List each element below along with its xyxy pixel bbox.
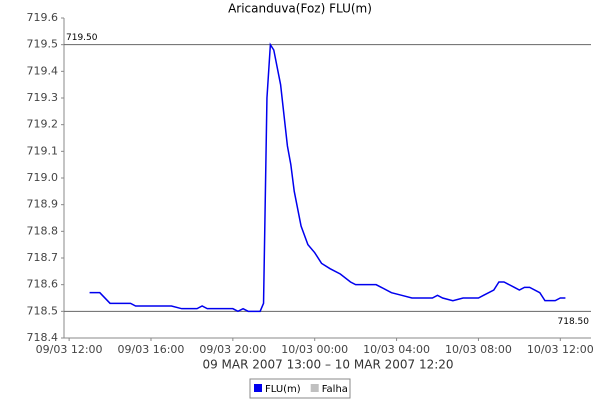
y-tick-label: 719.4 bbox=[27, 64, 59, 77]
x-axis-label: 09 MAR 2007 13:00 – 10 MAR 2007 12:20 bbox=[202, 358, 453, 372]
legend-box bbox=[249, 378, 351, 399]
y-tick-label: 718.7 bbox=[27, 251, 59, 264]
y-tick-label: 718.4 bbox=[27, 331, 59, 344]
x-tick-label: 10/03 12:00 bbox=[527, 343, 594, 356]
x-tick-label: 09/03 20:00 bbox=[199, 343, 266, 356]
marker-label: 719.50 bbox=[66, 33, 98, 43]
legend-label: FLU(m) bbox=[265, 384, 301, 395]
y-tick-label: 719.5 bbox=[27, 38, 59, 51]
series-line bbox=[89, 42, 566, 313]
y-tick-label: 718.8 bbox=[27, 224, 59, 237]
y-tick-label: 719.1 bbox=[27, 144, 59, 157]
x-tick-label: 10/03 00:00 bbox=[281, 343, 348, 356]
x-tick-label: 09/03 12:00 bbox=[36, 343, 103, 356]
chart-title: Aricanduva(Foz) FLU(m) bbox=[228, 2, 372, 16]
y-tick-label: 718.6 bbox=[27, 278, 59, 291]
y-tick-label: 719.3 bbox=[27, 91, 59, 104]
legend-label: Falha bbox=[322, 384, 348, 395]
legend-swatch bbox=[310, 384, 319, 392]
y-tick-label: 719.0 bbox=[27, 171, 59, 184]
y-tick-label: 719.6 bbox=[27, 11, 59, 24]
y-tick-label: 718.5 bbox=[27, 304, 59, 317]
legend-swatch bbox=[254, 384, 262, 392]
x-tick-label: 10/03 04:00 bbox=[363, 343, 430, 356]
x-tick-label: 10/03 08:00 bbox=[445, 343, 512, 356]
y-tick-label: 718.9 bbox=[27, 198, 59, 211]
y-tick-label: 719.2 bbox=[27, 118, 59, 131]
x-tick-label: 09/03 16:00 bbox=[118, 343, 185, 356]
marker-label: 718.50 bbox=[558, 317, 590, 327]
